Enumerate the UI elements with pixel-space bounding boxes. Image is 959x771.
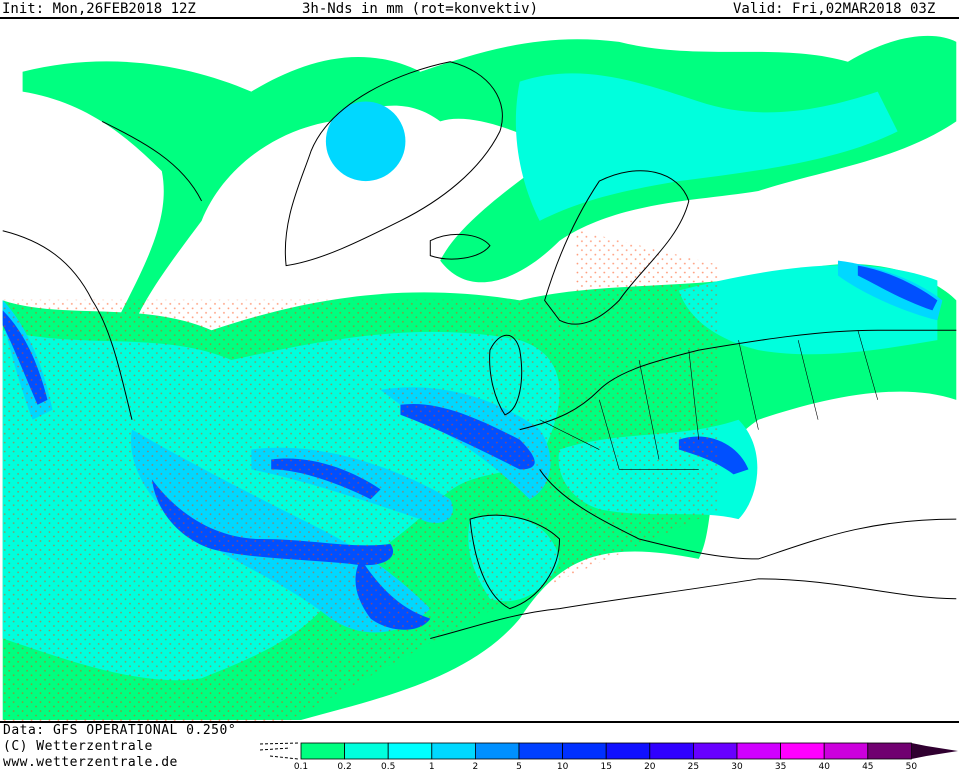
legend-swatch [562,742,607,760]
legend-tick-label: 2 [473,762,479,770]
legend-tick-label: 20 [644,762,656,770]
copyright: (C) Wetterzentrale [3,739,153,754]
coastlines [2,61,957,639]
legend-swatch [387,742,433,760]
legend-swatch [431,742,476,760]
website-url[interactable]: www.wetterzentrale.de [3,755,178,770]
north-america-coast [2,120,203,420]
legend-tick-label: 5 [516,762,522,770]
legend-swatch [867,742,912,760]
valid-time: Valid: Fri,02MAR2018 03Z [733,1,936,17]
iberia-outline [469,514,561,610]
british-isles-outline [489,334,523,416]
precipitation-map [0,17,959,723]
legend-tick-label: 0.1 [294,762,308,770]
legend-tick-label: 35 [775,762,786,770]
legend-swatch [344,742,389,760]
legend-swatch [474,742,520,760]
map-title: 3h-Nds in mm (rot=konvektiv) [302,1,539,17]
legend-tick-label: 45 [862,762,873,770]
legend-swatch [605,742,651,760]
data-source: Data: GFS OPERATIONAL 0.250° [3,723,237,738]
legend-tick-label: 15 [600,762,611,770]
scandinavia-outline [544,170,690,325]
legend-tick-label: 10 [557,762,569,770]
legend-tick-label: 0.2 [337,762,351,770]
legend-tick-label: 0.5 [381,762,395,770]
legend-swatch [823,742,869,760]
legend-tick-label: 25 [688,762,699,770]
legend-swatch [736,742,781,760]
init-time: Init: Mon,26FEB2018 12Z [2,1,196,17]
country-borders [539,330,879,470]
legend-swatch [649,742,694,760]
legend-tick-label: 50 [906,762,918,770]
europe-coast [519,329,957,560]
legend-low-arrow [260,742,299,760]
legend-swatch-max [911,743,958,759]
legend-swatch [780,742,825,760]
iceland-outline [429,233,491,260]
greenland-outline [284,61,503,267]
legend-swatch [300,742,345,760]
color-legend: 0.1 0.2 0.5 1 2 5 10 15 20 25 30 35 40 45 50 [260,742,958,770]
legend-tick-label: 1 [429,762,435,770]
legend-swatch [693,742,738,760]
legend-tick-label: 40 [818,762,830,770]
africa-coast [430,578,957,639]
legend-tick-label: 30 [731,762,743,770]
legend-swatch [518,742,563,760]
